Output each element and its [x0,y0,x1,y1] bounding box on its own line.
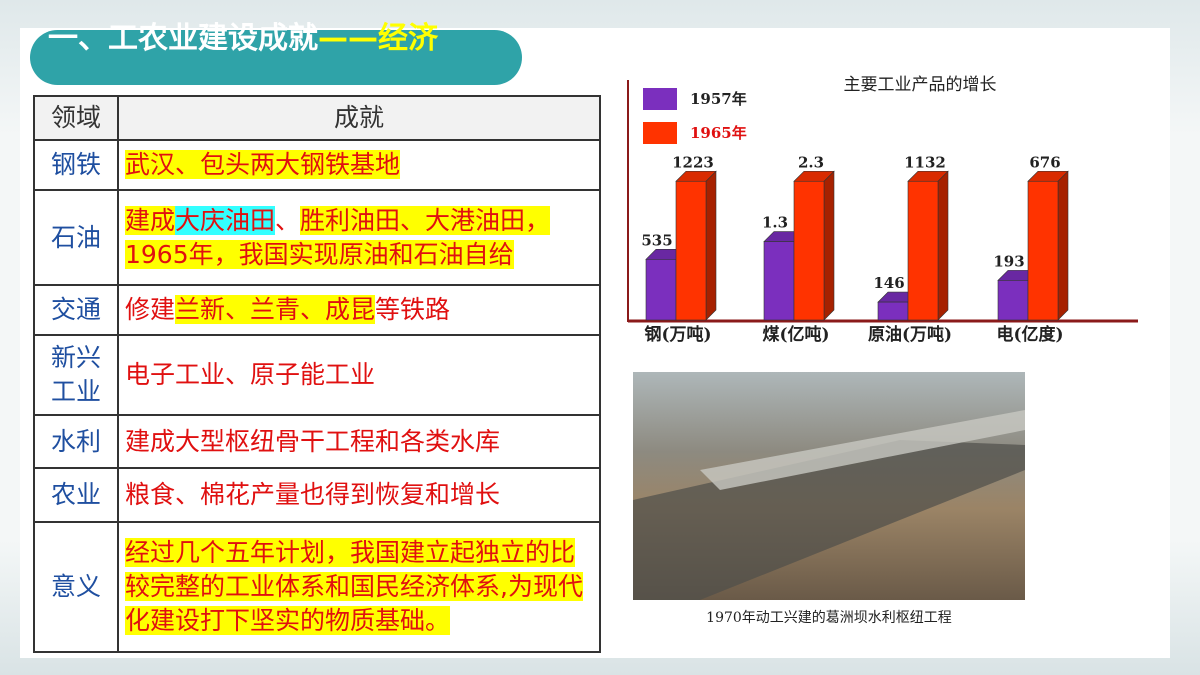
bar [675,180,707,321]
achievement-text: 、 [275,205,301,235]
table-row: 意义 经过几个五年计划，我国建立起独立的比较完整的工业体系和国民经济体系,为现代化… [33,521,601,653]
field-cell: 新兴工业 [33,334,119,416]
x-tick-label: 煤(亿吨) [762,324,829,345]
bar [763,241,795,321]
value-label: 146 [873,274,904,292]
title-banner [30,30,522,85]
achievement-cell: 粮食、棉花产量也得到恢复和增长 [117,467,601,523]
photo-caption: 1970年动工兴建的葛洲坝水利枢纽工程 [706,610,952,626]
field-cell: 意义 [33,521,119,653]
achievement-text: 经过几个五年计划，我国建立起独立的比较完整的工业体系和国民经济体系,为现代化建设… [125,538,583,635]
bar [997,280,1029,321]
achievement-text: 建成大型枢纽骨干工程和各类水库 [125,426,501,456]
achievement-text: 建成 [125,205,176,235]
table-row: 农业 粮食、棉花产量也得到恢复和增长 [33,467,601,523]
achievement-text: 兰新、兰青、成昆 [175,295,376,324]
field-cell: 农业 [33,467,119,523]
achievement-cell: 修建兰新、兰青、成昆等铁路 [117,284,601,336]
field-cell: 交通 [33,284,119,336]
achievement-cell: 电子工业、原子能工业 [117,334,601,416]
bar-side [705,170,717,321]
bar-side [937,170,949,321]
table-row: 新兴工业 电子工业、原子能工业 [33,334,601,416]
field-cell: 石油 [33,189,119,286]
value-label: 193 [993,252,1024,270]
achievement-cell: 经过几个五年计划，我国建立起独立的比较完整的工业体系和国民经济体系,为现代化建设… [117,521,601,653]
value-label: 676 [1029,153,1060,171]
title: 一、工农业建设成就——经济 [48,22,488,56]
header-cell: 领域 [33,95,119,141]
bar [1027,180,1059,321]
field-cell: 钢铁 [33,139,119,191]
header-row: 领域 成就 [33,95,601,141]
legend-swatch [643,88,677,110]
achievement-text: 修建 [125,295,176,324]
x-tick-label: 电(亿度) [996,324,1063,345]
achievement-text: 等铁路 [375,295,451,324]
x-tick-label: 钢(万吨) [644,324,711,345]
value-label: 1223 [672,153,714,171]
chart-title: 主要工业产品的增长 [844,75,997,95]
field-cell: 水利 [33,414,119,469]
legend-label: 1957年 [690,90,747,108]
achievement-text: 粮食、棉花产量也得到恢复和增长 [125,480,501,509]
table-row: 钢铁 武汉、包头两大钢铁基地 [33,139,601,191]
achievement-text: 电子工业、原子能工业 [125,360,376,389]
table-row: 水利 建成大型枢纽骨干工程和各类水库 [33,414,601,469]
legend-label: 1965年 [690,124,747,142]
value-label: 535 [641,231,672,249]
achievement-cell: 建成大型枢纽骨干工程和各类水库 [117,414,601,469]
header-cell: 成就 [117,95,601,141]
bar [907,180,939,321]
achievement-cell: 建成大庆油田、胜利油田、大港油田，1965年，我国实现原油和石油自给 [117,189,601,286]
achievement-cell: 武汉、包头两大钢铁基地 [117,139,601,191]
value-label: 2.3 [798,153,824,171]
bar [793,180,825,321]
table-row: 交通 修建兰新、兰青、成昆等铁路 [33,284,601,336]
bar [877,301,909,321]
x-tick-label: 原油(万吨) [868,324,952,345]
achievement-table: 领域 成就 钢铁 武汉、包头两大钢铁基地 石油 建成大庆油田、胜利油田、大港油田，1965… [33,95,601,653]
table-row: 石油 建成大庆油田、胜利油田、大港油田，1965年，我国实现原油和石油自给 [33,189,601,286]
value-label: 1.3 [762,214,788,232]
value-label: 1132 [904,153,946,171]
bar [645,259,677,321]
bar-side [1057,170,1069,321]
achievement-text: 大庆油田 [175,205,276,235]
title-highlight: ——经济 [318,21,438,56]
title-main: 一、工农业建设成就 [48,21,318,56]
legend-swatch [643,122,677,144]
achievement-text: 武汉、包头两大钢铁基地 [125,150,401,179]
photo-bridge [700,410,1025,490]
bar-side [823,170,835,321]
